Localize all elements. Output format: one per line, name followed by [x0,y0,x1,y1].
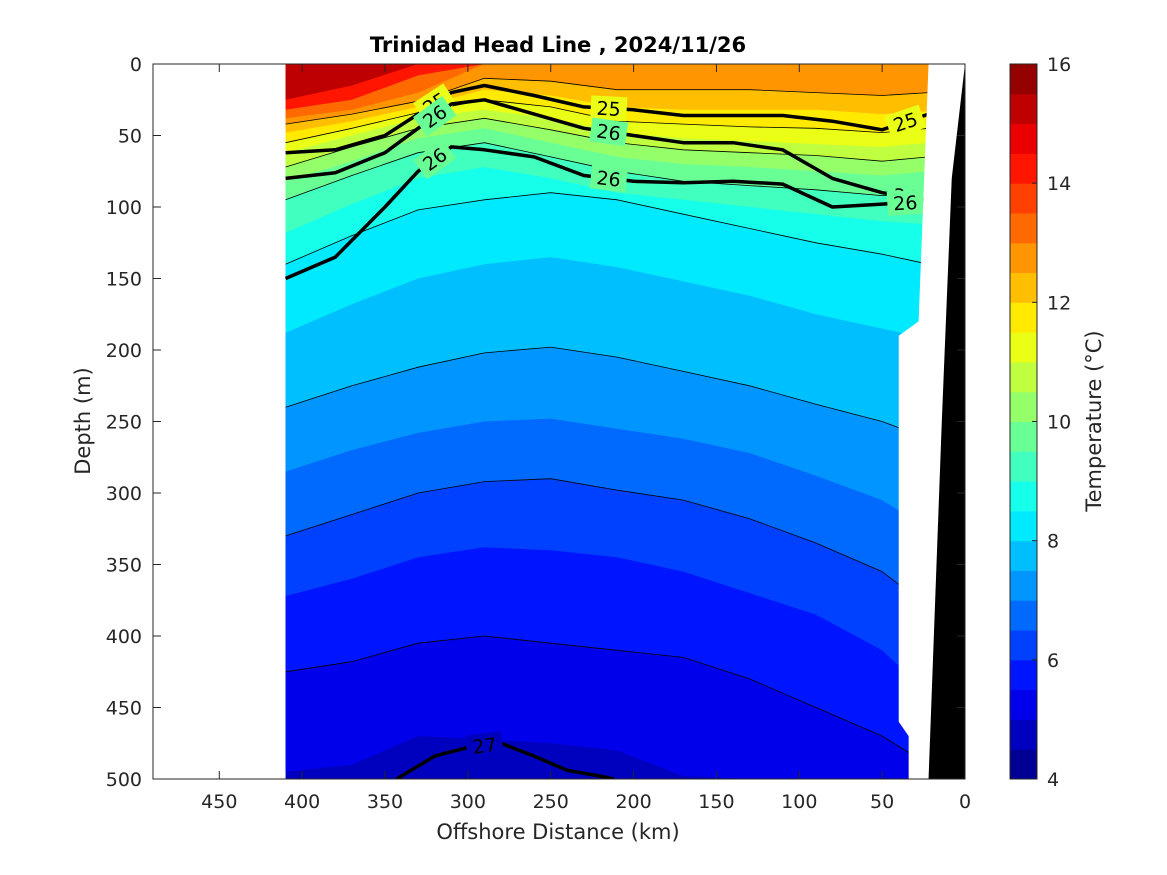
x-tick-label: 200 [615,791,651,813]
x-tick-label: 300 [450,791,486,813]
x-axis-ticks: 450 400 350 300 250 200 150 100 50 0 [201,64,971,813]
y-tick-label: 500 [106,769,142,791]
thin-contour-line [285,478,929,608]
y-axis-label: Depth (m) [71,367,95,474]
thin-contour-line [285,192,929,265]
colorbar-swatch [1010,689,1037,720]
colorbar-tick-label: 6 [1047,650,1059,672]
colorbar-label: Temperature (°C) [1082,330,1106,512]
y-axis-ticks: 0 50 100 150 200 250 300 350 400 450 500 [106,54,965,791]
colorbar-swatch [1010,361,1037,393]
seafloor [928,64,965,779]
colorbar-tick-label: 10 [1047,412,1071,434]
y-tick-label: 200 [106,340,142,362]
y-tick-label: 400 [106,626,142,648]
thin-contour-line [285,346,929,440]
y-tick-label: 450 [106,698,142,720]
x-tick-label: 350 [367,791,403,813]
thin-contour-line [285,635,929,766]
contour-label-26: 26 [595,167,622,192]
colorbar-swatch [1010,332,1037,363]
colorbar-swatch [1010,212,1037,244]
density-contour-27 [395,741,615,779]
contour-label-27: 27 [471,734,498,759]
colorbar-swatch [1010,183,1037,214]
x-tick-label: 450 [201,791,237,813]
colorbar-swatch [1010,391,1037,422]
contour-label-26: 26 [595,120,622,145]
colorbar-swatch [1010,451,1037,482]
x-tick-label: 250 [533,791,569,813]
contour-label-bg [589,164,628,193]
colorbar-tick-label: 16 [1047,54,1071,76]
colorbar-swatch [1010,153,1037,184]
density-contour-26 [285,98,929,202]
y-tick-label: 100 [106,197,142,219]
contour-label-bg [886,189,925,216]
y-tick-label: 0 [130,54,142,76]
colorbar-tick-label: 14 [1047,173,1071,195]
colorbar: 4 6 8 10 12 14 16 [1009,54,1071,791]
y-tick-label: 150 [106,269,142,291]
density-contour-26 [284,145,929,281]
colorbar-swatch [1010,272,1037,303]
density-contour-25 [285,83,930,155]
thin-contour-line [285,77,929,125]
x-tick-label: 50 [870,791,894,813]
colorbar-swatch [1010,510,1037,542]
contour-label-bg [589,117,629,147]
colorbar-swatch [1010,540,1037,571]
x-axis-label: Offshore Distance (km) [436,820,679,844]
colorbar-swatch [1010,302,1037,333]
temp-band-13 [285,64,929,119]
colorbar-swatch [1010,242,1037,274]
colorbar-swatch [1010,123,1037,154]
contour-label-bg [884,104,927,140]
x-tick-label: 150 [698,791,734,813]
colorbar-swatch [1010,64,1037,95]
colorbar-swatch [1010,749,1037,780]
bathymetry-mask [898,64,965,779]
temp-band-15 [285,64,929,100]
colorbar-swatch [1010,719,1037,750]
x-tick-label: 400 [284,791,320,813]
contour-label-26: 26 [893,192,918,215]
colorbar-swatch [1010,659,1037,691]
x-tick-label: 100 [781,791,817,813]
colorbar-tick-label: 4 [1047,769,1059,791]
y-tick-label: 300 [106,483,142,505]
y-tick-label: 250 [106,412,142,434]
colorbar-tick-label: 8 [1047,531,1059,553]
colorbar-tick-label: 12 [1047,292,1071,314]
colorbar-swatch [1010,570,1037,601]
contour-label-25: 25 [596,98,621,121]
colorbar-swatch [1010,421,1037,452]
colorbar-swatch [1010,630,1037,661]
contour-label-bg [465,731,504,760]
y-tick-label: 50 [118,126,142,148]
temperature-contour-fill [285,64,929,779]
colorbar-swatch [1010,93,1037,125]
contour-label-bg [413,95,457,137]
y-tick-label: 350 [106,555,142,577]
x-tick-label: 0 [959,791,971,813]
contour-label-bg [413,138,457,180]
thin-density-contours [285,77,929,766]
colorbar-swatch [1010,600,1037,631]
chart-title: Trinidad Head Line , 2024/11/26 [370,33,746,57]
contour-label-bg [590,95,628,122]
colorbar-swatch [1010,481,1037,512]
